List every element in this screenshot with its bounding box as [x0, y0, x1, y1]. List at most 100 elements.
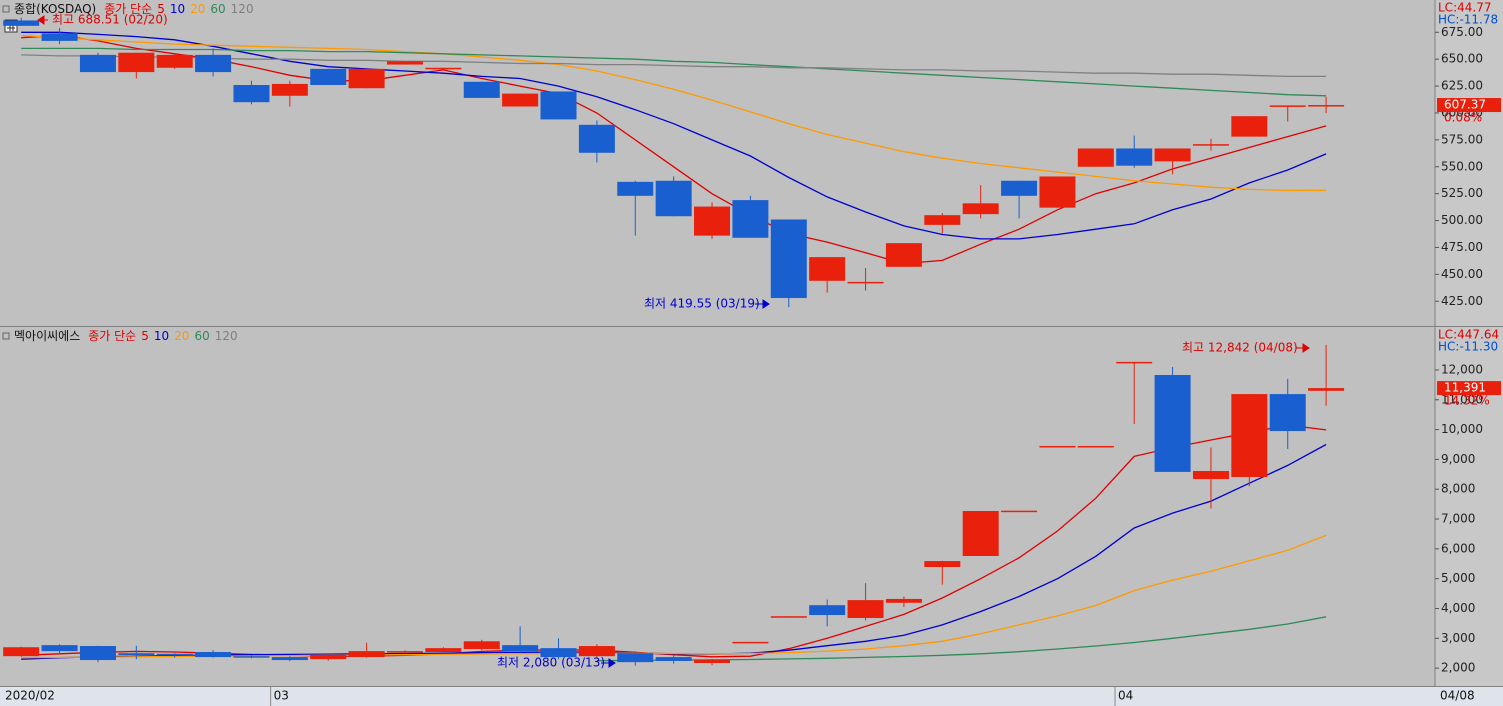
candle-body — [924, 561, 961, 568]
candle-body — [1308, 105, 1345, 107]
candle-body — [924, 215, 961, 225]
candle-body — [425, 648, 462, 653]
y-tick-label: 4,000 — [1441, 601, 1475, 615]
candle-body — [1116, 148, 1153, 166]
candle-body — [156, 54, 193, 68]
candle-body — [809, 605, 846, 616]
candle-body — [118, 52, 155, 73]
ma-line — [21, 34, 1327, 192]
candle-body — [732, 641, 769, 644]
candle-body — [1192, 471, 1229, 480]
lc-label: LC:44.77 — [1438, 1, 1491, 15]
change-label: 14.32% — [1444, 394, 1490, 408]
y-tick-label: 500.00 — [1441, 213, 1483, 227]
candle-body — [1269, 105, 1306, 107]
y-tick-label: 9,000 — [1441, 452, 1475, 466]
candle-body — [1154, 375, 1191, 472]
candle-body — [885, 598, 922, 603]
candle-body — [1039, 445, 1076, 448]
x-tick-label: 04/08 — [1440, 689, 1475, 703]
candle-body — [1154, 148, 1191, 162]
candle-body — [271, 83, 308, 96]
candle-body — [502, 93, 539, 107]
legend-entry: 5 — [157, 2, 165, 16]
candle-body — [502, 645, 539, 652]
y-tick-label: 11,000 — [1441, 392, 1483, 406]
ma-line — [21, 54, 1327, 78]
annotation: 최저 419.55 (03/19) — [644, 297, 760, 311]
annotation: 최저 2,080 (03/13) — [497, 656, 605, 670]
candle-body — [1039, 176, 1076, 208]
candle-body — [386, 651, 423, 653]
y-tick-label: 3,000 — [1441, 631, 1475, 645]
candle-body — [310, 654, 347, 660]
candle-body — [1001, 510, 1038, 513]
ma-line — [21, 31, 1327, 240]
legend-entry: 120 — [231, 2, 254, 16]
ma-line — [21, 47, 1327, 97]
candle-body — [885, 243, 922, 267]
candle-body — [348, 68, 385, 89]
candle-body — [694, 206, 731, 236]
candle-body — [156, 653, 193, 656]
legend-entry: 120 — [215, 329, 238, 343]
candle-body — [348, 651, 385, 658]
last-price-label: 607.37 — [1444, 98, 1486, 112]
legend-entry: 10 — [170, 2, 185, 16]
candle-body — [809, 257, 846, 281]
candle-body — [540, 91, 577, 120]
candle-body — [463, 81, 500, 98]
x-tick-label: 03 — [274, 689, 289, 703]
candle-body — [655, 657, 692, 661]
ma-line — [596, 616, 1327, 662]
y-tick-label: 12,000 — [1441, 362, 1483, 376]
x-tick-label: 2020/02 — [5, 689, 55, 703]
legend-entry: 60 — [210, 2, 225, 16]
annotation-arrow — [755, 299, 770, 309]
legend-marker — [2, 332, 10, 340]
candle-body — [770, 616, 807, 618]
legend-entry: 5 — [141, 329, 149, 343]
y-tick-label: 5,000 — [1441, 571, 1475, 585]
y-tick-label: 2,000 — [1441, 661, 1475, 675]
candle-body — [1116, 361, 1153, 364]
y-tick-label: 675.00 — [1441, 25, 1483, 39]
candle-body — [1001, 180, 1038, 196]
candle-body — [463, 641, 500, 650]
candle-body — [41, 645, 78, 652]
candle-body — [617, 653, 654, 663]
annotation-arrow — [37, 15, 48, 25]
annotation-arrow — [1296, 343, 1310, 353]
candle-body — [233, 656, 270, 658]
legend-entry: 60 — [194, 329, 209, 343]
legend-entry: 10 — [154, 329, 169, 343]
candle-body — [79, 54, 116, 73]
y-tick-label: 450.00 — [1441, 267, 1483, 281]
ma-label: 종가 단순 — [88, 329, 136, 343]
candle-body — [847, 600, 884, 619]
annotation: 최고 12,842 (04/08) — [1182, 341, 1298, 355]
candle-body — [1192, 144, 1229, 146]
y-tick-label: 625.00 — [1441, 79, 1483, 93]
y-tick-label: 550.00 — [1441, 159, 1483, 173]
legend: 종합(KOSDAQ) 종가 단순 5 10 20 60 120 — [14, 2, 254, 16]
ma-line — [21, 34, 1327, 265]
candle-body — [41, 33, 78, 41]
candle-body — [847, 281, 884, 284]
candle-body — [3, 20, 40, 26]
candle-body — [1231, 116, 1268, 137]
last-price-box — [1437, 381, 1501, 396]
candle-body — [118, 653, 155, 655]
y-tick-label: 10,000 — [1441, 422, 1483, 436]
candle-body — [1077, 148, 1114, 167]
hc-label: HC:-11.78 — [1438, 13, 1498, 27]
lc-label: LC:447.64 — [1438, 328, 1499, 342]
candle-body — [1077, 445, 1114, 448]
chart-title: 멕아이씨에스 — [14, 329, 80, 343]
legend-entry: 20 — [190, 2, 205, 16]
right-axis-area — [1435, 0, 1503, 686]
last-price-box — [1437, 98, 1501, 113]
ma-line — [21, 534, 1327, 659]
candle-body — [1308, 388, 1345, 391]
